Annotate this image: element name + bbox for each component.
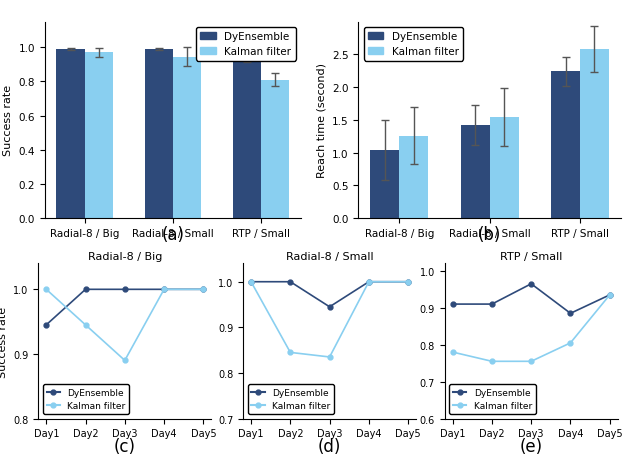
Legend: DyEnsemble, Kalman filter: DyEnsemble, Kalman filter xyxy=(196,28,296,61)
Bar xyxy=(371,151,399,218)
Legend: DyEnsemble, Kalman filter: DyEnsemble, Kalman filter xyxy=(248,384,334,414)
Bar xyxy=(84,53,113,218)
Y-axis label: Success rate: Success rate xyxy=(0,306,8,377)
Bar xyxy=(490,118,518,218)
Title: RTP / Small: RTP / Small xyxy=(500,252,563,262)
Bar xyxy=(261,81,289,218)
Title: Radial-8 / Small: Radial-8 / Small xyxy=(286,252,373,262)
Text: (a): (a) xyxy=(161,225,184,243)
Text: (e): (e) xyxy=(520,437,543,455)
Bar xyxy=(461,126,490,218)
Legend: DyEnsemble, Kalman filter: DyEnsemble, Kalman filter xyxy=(364,28,463,61)
Y-axis label: Success rate: Success rate xyxy=(3,85,13,156)
Text: (b): (b) xyxy=(478,225,501,243)
Legend: DyEnsemble, Kalman filter: DyEnsemble, Kalman filter xyxy=(449,384,536,414)
Bar xyxy=(233,60,261,218)
Text: (d): (d) xyxy=(318,437,341,455)
Title: Radial-8 / Big: Radial-8 / Big xyxy=(88,252,162,262)
Y-axis label: Reach time (second): Reach time (second) xyxy=(317,63,326,178)
Bar xyxy=(173,58,201,218)
Bar xyxy=(551,72,580,218)
Bar xyxy=(145,50,173,218)
Bar xyxy=(56,50,84,218)
Bar xyxy=(580,50,609,218)
Bar xyxy=(399,136,428,218)
Legend: DyEnsemble, Kalman filter: DyEnsemble, Kalman filter xyxy=(43,384,129,414)
Text: (c): (c) xyxy=(114,437,136,455)
